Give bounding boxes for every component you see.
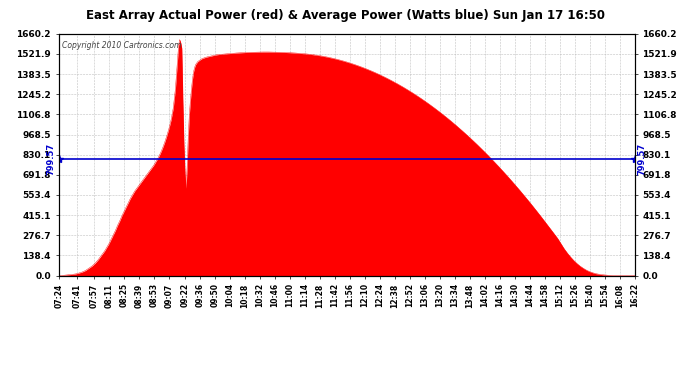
Text: Copyright 2010 Cartronics.com: Copyright 2010 Cartronics.com xyxy=(61,41,181,50)
Text: 799.57: 799.57 xyxy=(638,143,647,175)
Text: 799.57: 799.57 xyxy=(47,143,56,175)
Text: East Array Actual Power (red) & Average Power (Watts blue) Sun Jan 17 16:50: East Array Actual Power (red) & Average … xyxy=(86,9,604,22)
